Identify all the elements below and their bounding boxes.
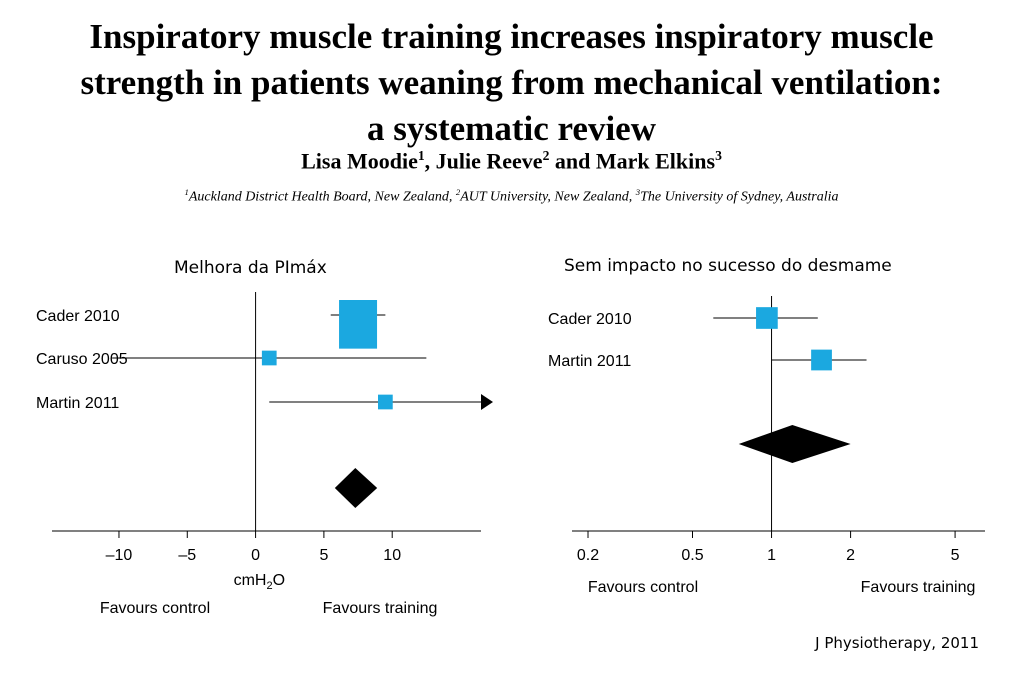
x-tick-label: 0 (251, 547, 260, 564)
x-tick-label: 1 (767, 547, 776, 564)
left-plot-caption: Melhora da PImáx (174, 258, 327, 278)
right-plot-caption: Sem impacto no sucesso do desmame (564, 256, 892, 276)
journal-reference: J Physiotherapy, 2011 (815, 634, 979, 652)
study-label: Cader 2010 (36, 308, 120, 325)
study-effect-marker (378, 394, 393, 410)
x-tick-label: 5 (951, 547, 960, 564)
pooled-effect-diamond (334, 468, 378, 508)
x-tick-label: 2 (846, 547, 855, 564)
affiliation: Auckland District Health Board, New Zeal… (188, 189, 449, 205)
author-sup: 1 (417, 148, 425, 163)
x-axis-label: cmH2O (234, 572, 285, 592)
affiliation-sup: 2 (455, 187, 461, 197)
favours-training-label: Favours training (861, 579, 976, 596)
study-effect-marker (339, 300, 378, 349)
study-label: Cader 2010 (548, 311, 632, 328)
x-tick-label: 5 (319, 547, 328, 564)
affiliation-sup: 3 (635, 187, 641, 197)
paper-title: Inspiratory muscle training increases in… (10, 14, 1013, 152)
author-name: Mark Elkins (595, 148, 716, 174)
favours-training-label: Favours training (323, 600, 438, 617)
x-tick-label: –10 (106, 547, 133, 564)
affiliation-separator: , (448, 189, 456, 205)
study-effect-marker (261, 350, 277, 366)
favours-control-label: Favours control (588, 579, 698, 596)
affiliation-list: 1Auckland District Health Board, New Zea… (0, 187, 1023, 206)
affiliation-separator: , (628, 189, 636, 205)
affiliation: The University of Sydney, Australia (640, 189, 839, 205)
author-list: Lisa Moodie1, Julie Reeve2 and Mark Elki… (0, 148, 1023, 174)
affiliation-sup: 1 (184, 187, 189, 197)
pooled-effect-diamond (738, 425, 851, 463)
affiliation: AUT University, New Zealand (460, 189, 629, 205)
study-label: Martin 2011 (36, 395, 119, 412)
author-sup: 2 (542, 148, 550, 163)
author-and: and (549, 148, 596, 174)
author-sup: 3 (715, 148, 722, 163)
author-separator: , (424, 148, 436, 174)
study-label: Martin 2011 (548, 353, 631, 370)
study-effect-marker (811, 349, 832, 371)
x-tick-label: 0.2 (577, 547, 599, 564)
x-tick-label: –5 (178, 547, 196, 564)
study-effect-marker (756, 307, 778, 329)
author-name: Julie Reeve (435, 148, 543, 174)
title-line: Inspiratory muscle training increases in… (89, 17, 934, 56)
author-name: Lisa Moodie (301, 148, 418, 174)
study-label: Caruso 2005 (36, 351, 128, 368)
x-tick-label: 10 (383, 547, 401, 564)
x-tick-label: 0.5 (681, 547, 703, 564)
favours-control-label: Favours control (100, 600, 210, 617)
title-line: a systematic review (367, 109, 656, 148)
ci-arrow-right (481, 394, 493, 410)
title-line: strength in patients weaning from mechan… (80, 63, 943, 102)
